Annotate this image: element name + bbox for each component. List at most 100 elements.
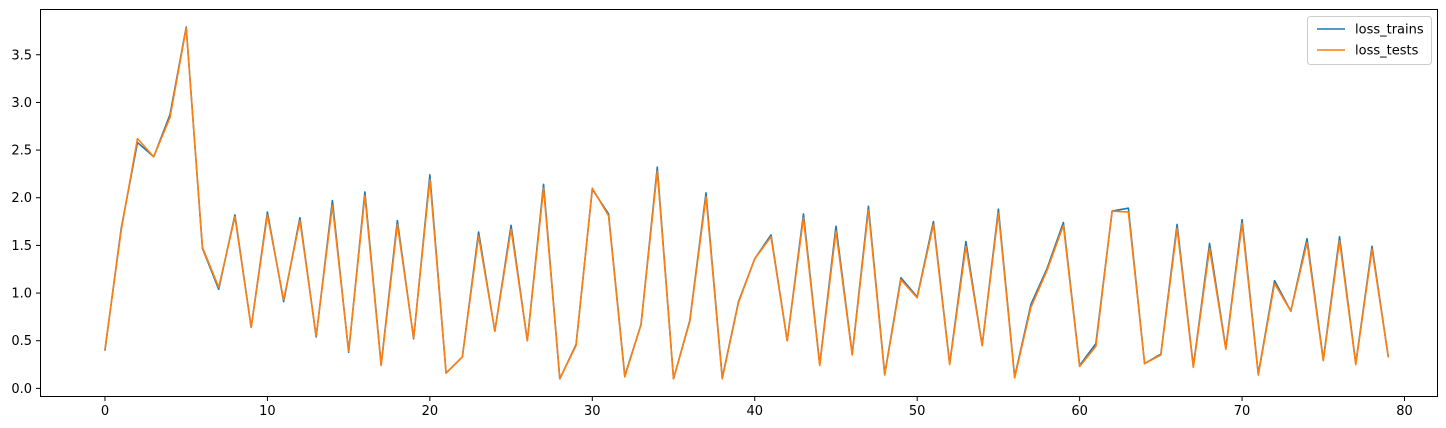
series-points-loss_trains <box>104 26 1389 380</box>
data-point <box>1176 227 1178 229</box>
data-point <box>1387 356 1389 358</box>
data-point <box>1322 360 1324 362</box>
data-point <box>835 225 837 227</box>
data-point <box>1160 354 1162 356</box>
data-point <box>266 211 269 213</box>
x-tick-label: 50 <box>909 404 926 419</box>
data-point <box>542 183 545 185</box>
data-point <box>1371 245 1373 247</box>
data-point <box>1208 242 1211 245</box>
data-point <box>1241 219 1243 221</box>
data-point <box>689 321 691 323</box>
data-point <box>526 340 528 342</box>
data-point <box>867 209 870 211</box>
data-point <box>283 299 285 301</box>
data-point <box>445 372 447 374</box>
data-point <box>331 199 333 202</box>
data-point <box>1257 374 1259 376</box>
data-point <box>802 213 805 215</box>
data-point <box>1095 345 1097 348</box>
data-point <box>819 364 821 367</box>
data-point <box>737 301 740 304</box>
data-point <box>851 354 853 356</box>
data-point <box>477 235 480 237</box>
data-point <box>884 374 886 376</box>
data-point <box>1225 348 1227 350</box>
data-point <box>932 220 935 223</box>
data-point <box>348 350 350 352</box>
data-point <box>802 217 805 219</box>
data-point <box>380 364 382 367</box>
data-point <box>965 240 967 243</box>
data-point <box>932 223 935 226</box>
data-point <box>169 117 171 119</box>
y-tick-label: 0.5 <box>11 334 32 349</box>
y-tick-label: 3.5 <box>11 48 32 63</box>
data-point <box>949 363 951 366</box>
data-point <box>997 212 1000 214</box>
data-point <box>120 229 122 231</box>
y-tick-label: 2.0 <box>11 191 32 206</box>
data-point <box>1371 248 1373 250</box>
data-point <box>672 378 675 380</box>
data-point <box>185 27 187 29</box>
data-point <box>754 258 756 260</box>
x-tick-label: 30 <box>584 404 601 419</box>
data-point <box>364 195 366 197</box>
data-point <box>250 326 252 328</box>
data-point <box>1176 223 1178 226</box>
data-point <box>266 214 269 216</box>
x-tick-label: 10 <box>259 404 276 419</box>
data-point <box>315 335 317 337</box>
y-tick-label: 3.0 <box>11 96 32 111</box>
data-point <box>1273 282 1276 285</box>
data-point <box>721 378 723 380</box>
data-point <box>1208 247 1211 249</box>
data-point <box>510 224 512 226</box>
x-tick-label: 80 <box>1396 404 1413 419</box>
data-point <box>542 187 545 189</box>
data-point <box>786 340 788 342</box>
data-point <box>1014 377 1016 379</box>
data-point <box>624 376 626 378</box>
plot-frame <box>40 9 1438 397</box>
data-point <box>1273 280 1276 282</box>
data-point <box>218 288 220 290</box>
data-point <box>283 301 285 303</box>
data-point <box>364 191 366 193</box>
data-point <box>1062 224 1064 226</box>
data-point <box>413 337 415 339</box>
data-point <box>429 179 431 181</box>
data-point <box>299 217 301 219</box>
data-point <box>201 246 204 248</box>
y-tick-label: 0.0 <box>11 382 32 397</box>
data-point <box>656 166 658 168</box>
data-point <box>510 228 512 230</box>
data-point <box>835 230 837 232</box>
data-point <box>1046 269 1048 271</box>
data-point <box>494 330 496 332</box>
data-point <box>1306 241 1308 244</box>
data-point <box>477 231 480 233</box>
x-tick-label: 70 <box>1234 404 1251 419</box>
data-point <box>656 170 658 172</box>
data-point <box>104 349 106 351</box>
data-point <box>981 344 983 347</box>
x-tick-label: 60 <box>1071 404 1088 419</box>
data-point <box>1127 211 1129 213</box>
series-layer <box>104 26 1390 380</box>
data-point <box>559 378 561 380</box>
data-point <box>575 344 577 347</box>
series-points-loss_tests <box>104 27 1389 380</box>
data-point <box>770 234 772 236</box>
data-point <box>965 245 967 247</box>
data-point <box>1192 366 1194 369</box>
data-point <box>916 297 918 299</box>
data-point <box>1290 310 1292 312</box>
legend-label: loss_tests <box>1355 44 1419 59</box>
data-point <box>607 215 610 217</box>
data-point <box>640 323 642 326</box>
data-point <box>900 277 902 279</box>
data-point <box>218 286 220 288</box>
